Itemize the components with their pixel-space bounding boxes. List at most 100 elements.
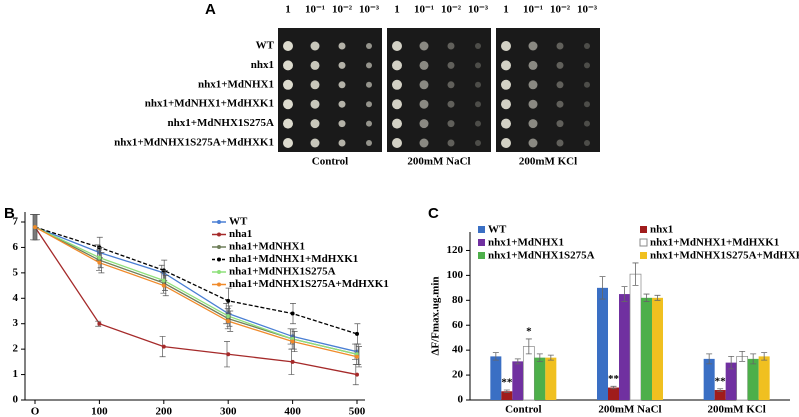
marker <box>33 225 37 230</box>
dilution-label: 10⁻³ <box>468 4 489 16</box>
spot <box>338 139 346 147</box>
marker <box>97 260 102 265</box>
condition-label: 200mM NaCl <box>407 156 470 168</box>
legend-swatch <box>478 252 485 259</box>
bar <box>597 287 608 400</box>
y-axis-label: ΔF/Fmax.ug.min <box>430 276 442 355</box>
error-bar <box>610 385 617 390</box>
marker <box>97 321 102 326</box>
legend-label: nhx1+MdNHX1 <box>488 237 564 249</box>
spot <box>475 140 481 146</box>
legend-marker <box>217 245 221 249</box>
x-tick-label: O <box>31 406 40 417</box>
spot <box>419 60 429 70</box>
legend-marker <box>217 232 221 237</box>
y-tick-label: 6 <box>13 241 19 253</box>
spot <box>501 138 511 148</box>
error-bar <box>728 355 735 370</box>
spot <box>310 41 320 51</box>
y-tick-label: 5 <box>13 266 19 278</box>
legend-label: nha1 <box>229 228 252 240</box>
spot <box>338 61 346 69</box>
spot <box>366 62 372 69</box>
spot <box>475 43 481 49</box>
spot <box>283 99 293 110</box>
marker <box>226 352 231 357</box>
plate <box>496 28 600 152</box>
spot <box>528 119 538 129</box>
plate <box>387 28 491 152</box>
legend-label: nhx1+MdNHX1S275A <box>488 250 595 262</box>
error-bar <box>643 293 650 302</box>
legend-label: nha1+MdNHX1 <box>229 241 305 253</box>
series-line <box>34 226 358 355</box>
legend-marker <box>217 257 221 262</box>
strain-label: nhx1+MdNHX1 <box>198 78 274 90</box>
marker <box>355 372 359 377</box>
spot <box>283 118 293 129</box>
y-tick-label: 100 <box>447 269 464 281</box>
spot <box>392 41 402 51</box>
spot <box>584 62 590 69</box>
y-tick-label: 0 <box>458 394 464 406</box>
significance-mark: ** <box>501 377 513 389</box>
spot <box>338 81 346 89</box>
spot <box>283 60 293 71</box>
spot <box>366 101 372 108</box>
strain-label: nhx1+MdNHX1S275A+MdHXK1 <box>114 137 274 149</box>
y-tick-label: 60 <box>452 319 464 331</box>
plate <box>278 28 382 152</box>
spot <box>447 61 455 69</box>
y-tick-label: 120 <box>447 244 464 256</box>
bar <box>629 273 642 401</box>
dilution-label: 10⁻² <box>441 4 462 16</box>
series-line <box>34 226 358 358</box>
panel-letter: C <box>428 205 439 222</box>
x-tick-label: 100 <box>91 406 108 417</box>
dilution-label: 10⁻³ <box>359 4 380 16</box>
bar <box>747 358 759 400</box>
spot <box>392 79 402 90</box>
spot <box>528 138 538 148</box>
bar <box>522 346 535 401</box>
spot <box>419 99 429 109</box>
spot <box>419 119 429 129</box>
spot <box>447 42 455 50</box>
error-bar <box>739 351 746 362</box>
legend-marker <box>217 220 221 224</box>
error-bar <box>599 276 606 300</box>
condition-label: Control <box>312 156 348 168</box>
y-tick-label: 7 <box>13 216 19 228</box>
error-bar <box>621 286 628 302</box>
error-bar <box>536 353 543 362</box>
spot <box>338 42 346 50</box>
marker <box>161 283 166 288</box>
error-bar <box>632 262 639 286</box>
error-bar <box>547 354 554 361</box>
spot <box>501 79 511 90</box>
legend-label: WT <box>488 224 507 236</box>
dilution-label: 10⁻² <box>332 4 353 16</box>
legend-swatch <box>640 252 647 259</box>
spot <box>501 99 511 110</box>
spot <box>310 99 320 109</box>
bar <box>641 297 652 400</box>
marker <box>290 339 295 344</box>
error-bar <box>514 358 521 365</box>
spot <box>392 99 402 110</box>
strain-label: nhx1+MdNHX1S275A <box>167 117 274 129</box>
y-tick-label: 2 <box>13 343 19 355</box>
marker <box>97 255 102 260</box>
spot <box>419 41 429 51</box>
dilution-label: 10⁻² <box>550 4 571 16</box>
marker <box>226 314 231 319</box>
marker <box>290 311 295 316</box>
y-tick-label: 20 <box>452 369 464 381</box>
dilution-label: 10⁻¹ <box>523 4 543 16</box>
panel-letter: A <box>205 1 216 18</box>
spot <box>392 118 402 129</box>
error-bar <box>706 353 713 365</box>
y-tick-label: 1 <box>13 368 19 380</box>
series-line <box>34 226 358 335</box>
spot <box>447 139 455 147</box>
